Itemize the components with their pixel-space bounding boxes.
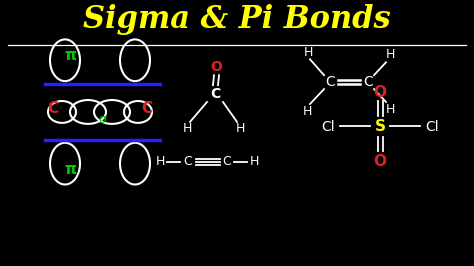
Text: π: π xyxy=(64,48,76,63)
Text: H: H xyxy=(182,122,191,135)
Text: H: H xyxy=(303,46,313,59)
Text: S: S xyxy=(374,119,385,134)
Text: O: O xyxy=(210,60,222,74)
Text: O: O xyxy=(374,85,386,99)
Text: C: C xyxy=(47,101,59,117)
Text: π: π xyxy=(64,162,76,177)
Text: H: H xyxy=(385,103,395,117)
Text: C: C xyxy=(223,155,231,168)
Text: O: O xyxy=(374,154,386,169)
Text: C: C xyxy=(325,75,335,89)
Text: C: C xyxy=(141,101,153,117)
Text: C: C xyxy=(363,75,373,89)
Text: Cl: Cl xyxy=(425,120,439,134)
Text: H: H xyxy=(302,105,312,118)
Text: C: C xyxy=(183,155,192,168)
Text: H: H xyxy=(235,122,245,135)
Text: H: H xyxy=(385,48,395,61)
Text: Cl: Cl xyxy=(321,120,335,134)
Text: C: C xyxy=(210,87,220,101)
Text: H: H xyxy=(249,155,259,168)
Text: H: H xyxy=(155,155,164,168)
Text: Sigma & Pi Bonds: Sigma & Pi Bonds xyxy=(83,4,391,35)
Text: σ: σ xyxy=(98,113,106,126)
